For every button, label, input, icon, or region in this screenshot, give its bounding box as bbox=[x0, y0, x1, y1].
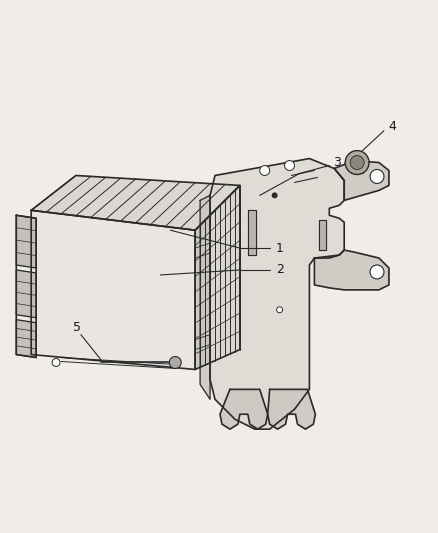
Polygon shape bbox=[220, 389, 268, 429]
Circle shape bbox=[52, 359, 60, 367]
Polygon shape bbox=[319, 220, 326, 250]
Text: 4: 4 bbox=[388, 120, 396, 133]
Polygon shape bbox=[200, 196, 210, 399]
Circle shape bbox=[272, 192, 278, 198]
Polygon shape bbox=[248, 211, 256, 255]
Text: 2: 2 bbox=[276, 263, 283, 277]
Circle shape bbox=[370, 169, 384, 183]
Polygon shape bbox=[16, 215, 36, 268]
Circle shape bbox=[260, 166, 270, 175]
Polygon shape bbox=[16, 320, 36, 358]
Circle shape bbox=[345, 151, 369, 174]
Text: 5: 5 bbox=[73, 321, 81, 334]
Text: 1: 1 bbox=[276, 241, 283, 255]
Polygon shape bbox=[210, 158, 344, 429]
Text: 3: 3 bbox=[333, 156, 341, 169]
Polygon shape bbox=[334, 160, 389, 200]
Circle shape bbox=[277, 307, 283, 313]
Polygon shape bbox=[16, 270, 36, 318]
Circle shape bbox=[285, 160, 294, 171]
Polygon shape bbox=[31, 175, 240, 230]
Polygon shape bbox=[195, 185, 240, 369]
Circle shape bbox=[350, 156, 364, 169]
Circle shape bbox=[170, 357, 181, 368]
Polygon shape bbox=[268, 389, 315, 429]
Polygon shape bbox=[314, 250, 389, 290]
Circle shape bbox=[370, 265, 384, 279]
Polygon shape bbox=[31, 211, 195, 369]
